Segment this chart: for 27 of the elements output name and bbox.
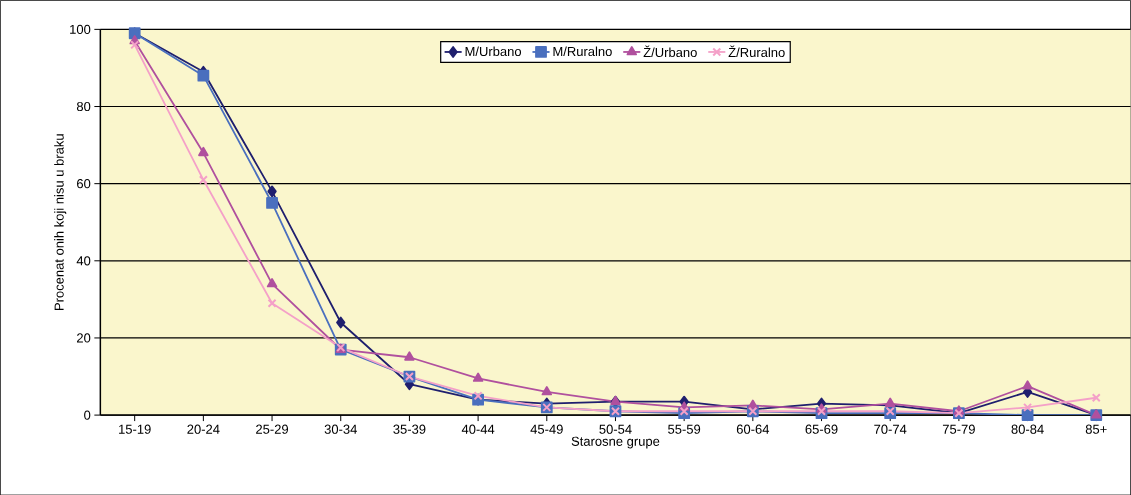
x-tick-label: 30-34	[324, 424, 357, 434]
legend-label: Ž/Ruralno	[728, 45, 785, 57]
x-tick-label: 50-54	[599, 424, 632, 434]
y-axis-title: Procenat onih koji nisu u braku	[54, 134, 67, 310]
x-tick-label: 55-59	[668, 424, 701, 434]
y-tick-label: 20	[77, 333, 91, 343]
x-tick-label: 80-84	[1011, 424, 1044, 434]
legend-label: M/Ruralno	[553, 46, 612, 56]
x-tick-label: 75-79	[942, 424, 975, 434]
x-tick-label: 15-19	[119, 424, 151, 434]
y-tick-label: 0	[84, 410, 91, 420]
x-tick-label: 20-24	[187, 424, 220, 434]
x-tick-label: 40-44	[461, 424, 495, 434]
y-tick-label: 100	[70, 24, 91, 34]
x-tick-label: 60-64	[736, 424, 770, 434]
y-tick-label: 40	[76, 255, 91, 266]
x-tick-label: 35-39	[393, 424, 426, 434]
x-tick-label: 70-74	[874, 424, 907, 434]
y-tick-label: 60	[77, 178, 91, 189]
legend-label: Ž/Urbano	[643, 45, 697, 57]
legend-label: M/Urbano	[465, 46, 522, 56]
x-tick-label: 65-69	[805, 424, 838, 434]
x-tick-label: 45-49	[530, 424, 563, 434]
x-axis-title: Starosne grupe	[571, 436, 660, 449]
y-tick-label: 80	[76, 101, 91, 111]
x-tick-label: 25-29	[256, 424, 289, 434]
x-tick-label: 85+	[1085, 424, 1107, 434]
